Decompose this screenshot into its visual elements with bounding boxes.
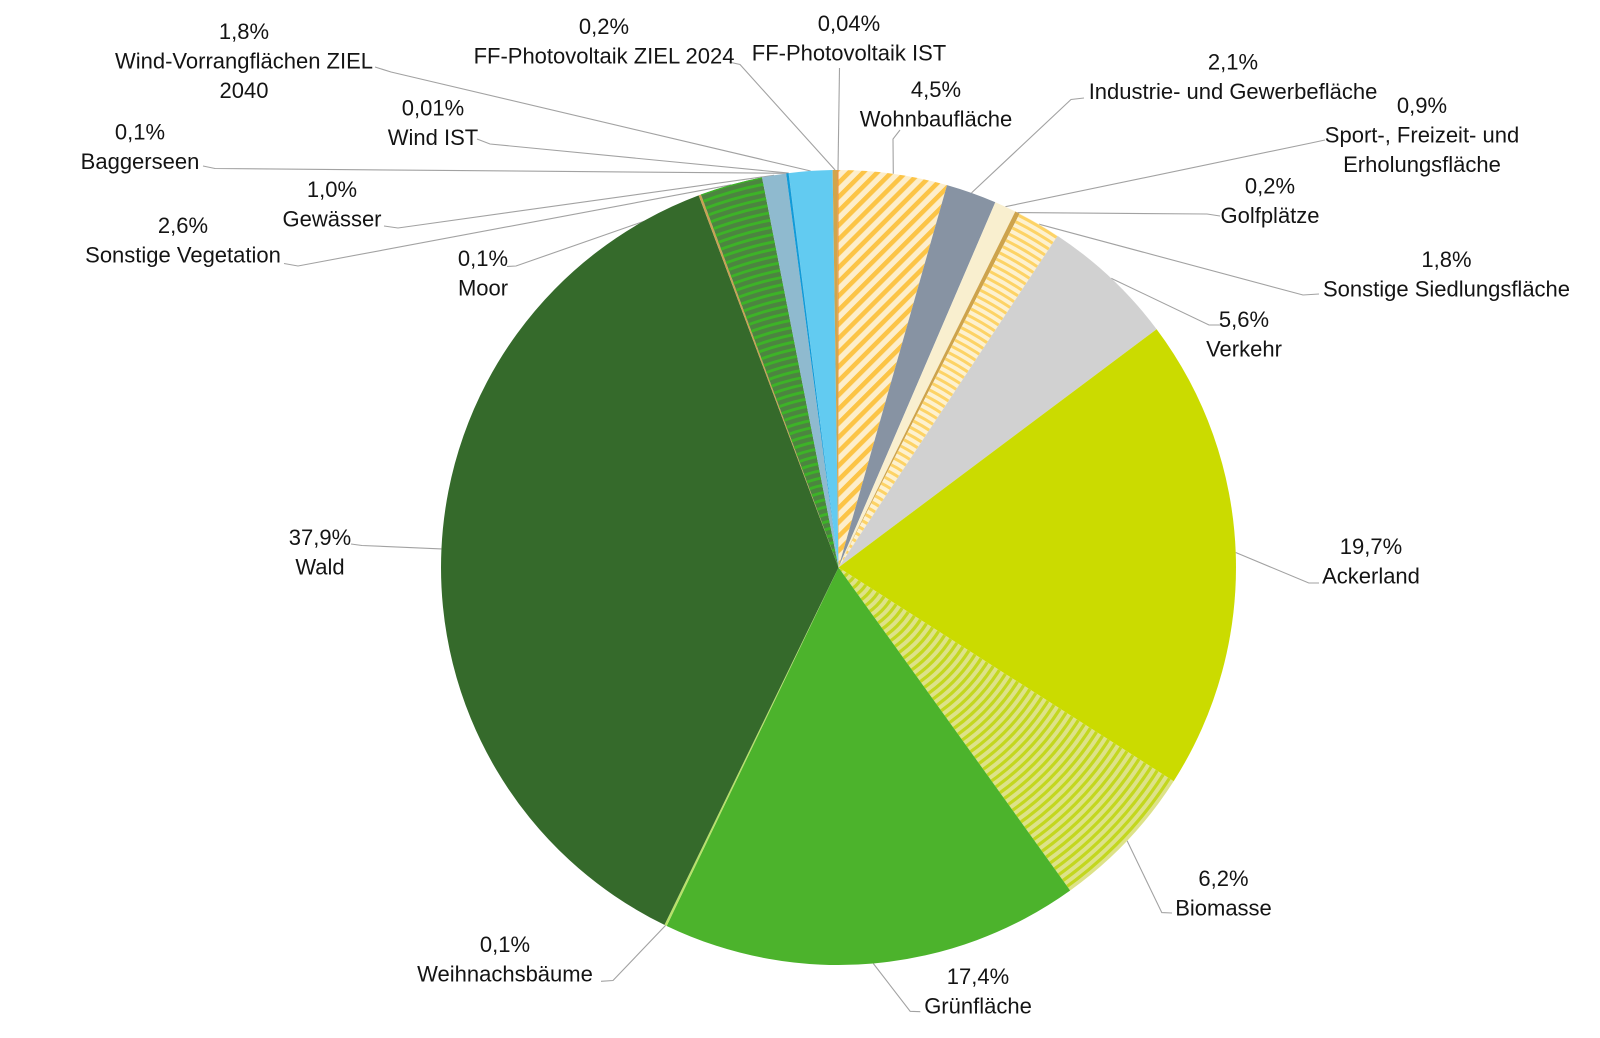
svg-text:Wind IST: Wind IST	[388, 125, 478, 150]
svg-text:Gewässer: Gewässer	[282, 207, 381, 232]
svg-text:1,8%: 1,8%	[1421, 247, 1471, 272]
svg-text:Wald: Wald	[295, 555, 344, 580]
svg-text:Sonstige Siedlungsfläche: Sonstige Siedlungsfläche	[1323, 277, 1570, 302]
svg-text:Sport-, Freizeit- und: Sport-, Freizeit- und	[1325, 123, 1519, 148]
svg-text:Wind-Vorrangflächen ZIEL: Wind-Vorrangflächen ZIEL	[115, 49, 373, 74]
svg-text:17,4%: 17,4%	[947, 964, 1009, 989]
svg-text:2040: 2040	[220, 78, 269, 103]
svg-text:Golfplätze: Golfplätze	[1220, 203, 1319, 228]
svg-text:0,1%: 0,1%	[458, 246, 508, 271]
svg-text:Wohnbaufläche: Wohnbaufläche	[860, 107, 1013, 132]
svg-text:2,1%: 2,1%	[1208, 50, 1258, 75]
svg-text:Erholungsfläche: Erholungsfläche	[1343, 152, 1501, 177]
svg-text:0,9%: 0,9%	[1397, 93, 1447, 118]
svg-text:0,1%: 0,1%	[480, 932, 530, 957]
svg-text:Grünfläche: Grünfläche	[924, 994, 1032, 1019]
svg-text:5,6%: 5,6%	[1219, 307, 1269, 332]
svg-text:Weihnachsbäume: Weihnachsbäume	[417, 962, 593, 987]
svg-text:Sonstige Vegetation: Sonstige Vegetation	[85, 243, 281, 268]
svg-text:0,04%: 0,04%	[818, 11, 880, 36]
svg-text:1,0%: 1,0%	[307, 177, 357, 202]
svg-text:0,1%: 0,1%	[115, 120, 165, 145]
svg-text:1,8%: 1,8%	[219, 19, 269, 44]
svg-text:Moor: Moor	[458, 276, 508, 301]
svg-text:19,7%: 19,7%	[1340, 534, 1402, 559]
svg-text:Industrie- und Gewerbefläche: Industrie- und Gewerbefläche	[1089, 79, 1378, 104]
svg-text:Biomasse: Biomasse	[1175, 896, 1272, 921]
svg-text:Verkehr: Verkehr	[1206, 337, 1282, 362]
svg-text:4,5%: 4,5%	[911, 77, 961, 102]
svg-text:0,01%: 0,01%	[402, 96, 464, 121]
svg-text:Baggerseen: Baggerseen	[81, 149, 200, 174]
svg-text:6,2%: 6,2%	[1198, 866, 1248, 891]
svg-text:0,2%: 0,2%	[1245, 174, 1295, 199]
svg-text:Ackerland: Ackerland	[1322, 564, 1420, 589]
svg-text:FF-Photovoltaik ZIEL 2024: FF-Photovoltaik ZIEL 2024	[474, 44, 735, 69]
svg-text:0,2%: 0,2%	[579, 14, 629, 39]
svg-text:2,6%: 2,6%	[158, 213, 208, 238]
svg-text:FF-Photovoltaik IST: FF-Photovoltaik IST	[752, 41, 946, 66]
svg-text:37,9%: 37,9%	[289, 525, 351, 550]
